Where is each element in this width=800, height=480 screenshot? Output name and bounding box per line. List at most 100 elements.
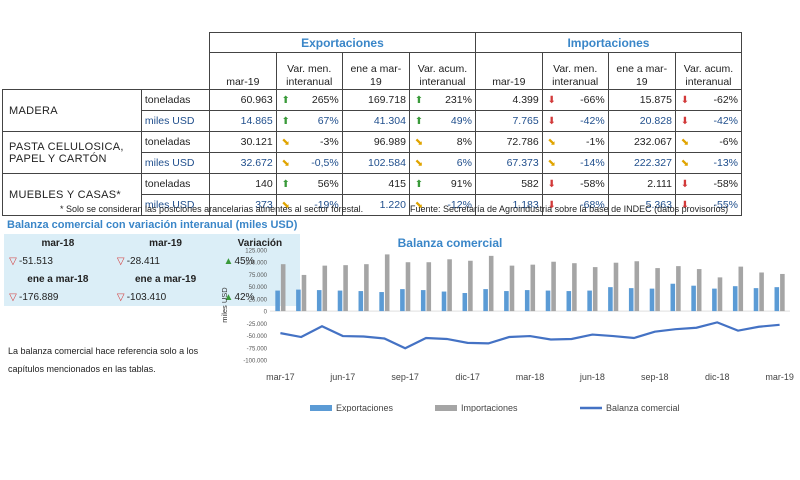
arrow-down-icon: ⬇ — [680, 95, 690, 106]
bar-export — [608, 287, 613, 312]
row-label-line: PAPEL Y CARTÓN — [9, 152, 107, 165]
arrow-down-icon: ⬇ — [547, 95, 556, 106]
x-tick-label: jun-17 — [329, 372, 355, 382]
variation-value: -66% — [580, 94, 605, 106]
table-cell: 232.067 — [607, 131, 676, 153]
legend-swatch — [435, 405, 457, 411]
table-cell: 169.718 — [341, 89, 410, 111]
unit-label: toneladas — [140, 131, 210, 153]
variation-value: 56% — [317, 178, 339, 190]
arrow-down-icon: ⬇ — [547, 200, 556, 211]
variation-value: 6% — [456, 157, 472, 169]
bar-export — [296, 289, 301, 312]
bar-import — [322, 265, 328, 312]
arrow-mid-icon: ⬊ — [547, 137, 556, 148]
row-label-line: MUEBLES Y CASAS* — [9, 188, 121, 201]
arrow-mid-icon: ⬊ — [281, 137, 290, 148]
arrow-mid-icon: ⬊ — [414, 158, 424, 169]
table-cell: 60.963 — [208, 89, 277, 111]
unit-label: miles USD — [140, 110, 210, 132]
column-header: mar-19 — [208, 52, 277, 90]
group-export-header: Exportaciones — [208, 32, 476, 53]
bar-export — [379, 292, 384, 312]
bar-export — [649, 288, 655, 312]
bar-import — [405, 262, 411, 312]
table-cell: 15.875 — [607, 89, 676, 111]
table-cell: ⬆ 265% — [275, 89, 343, 111]
legend-label: Importaciones — [461, 403, 518, 412]
arrow-mid-icon: ⬊ — [281, 158, 290, 169]
balance-note: La balanza comercial hace referencia sol… — [8, 346, 199, 374]
bar-import — [592, 267, 598, 312]
table-cell: ⬇ -66% — [541, 89, 609, 111]
arrow-mid-icon: ⬊ — [414, 200, 424, 211]
bar-import — [738, 266, 744, 312]
y-tick-label: -50.000 — [247, 334, 268, 340]
table-cell: ⬇ -55% — [674, 194, 743, 216]
column-header: Var. men. interanual — [541, 52, 609, 90]
arrow-mid-icon: ⬊ — [680, 158, 690, 169]
table-cell: 72.786 — [474, 131, 543, 153]
variation-value: -3% — [320, 136, 339, 148]
footnote: * Solo se consideran las posiciones aran… — [60, 204, 364, 214]
bar-export — [316, 290, 322, 312]
arrow-down-icon: ⬇ — [680, 200, 690, 211]
arrow-down-icon: ⬇ — [680, 179, 690, 190]
x-tick-label: dic-18 — [705, 372, 730, 382]
bar-export — [566, 291, 572, 312]
table-cell: 67.373 — [474, 152, 543, 174]
variation-value: 49% — [450, 115, 472, 127]
table-cell: 96.989 — [341, 131, 410, 153]
table-cell: ⬆ 231% — [408, 89, 476, 111]
variation-value: -68% — [580, 199, 605, 211]
unit-label: toneladas — [140, 89, 210, 111]
y-tick-label: 0 — [264, 310, 268, 316]
group-import-header: Importaciones — [474, 32, 743, 53]
table-cell: ⬇ -58% — [674, 173, 743, 195]
table-cell: 32.672 — [208, 152, 277, 174]
table-cell: ⬇ -68% — [541, 194, 609, 216]
y-tick-label: 25.000 — [249, 297, 268, 303]
row-label-line: PASTA CELULOSICA, — [9, 140, 124, 153]
arrow-mid-icon: ⬊ — [680, 137, 690, 148]
table-cell: ⬇ -42% — [674, 110, 743, 132]
bar-import — [447, 259, 452, 312]
bar-import — [676, 266, 681, 312]
x-tick-label: mar-17 — [266, 372, 295, 382]
balance-header-mar18: mar-18 — [41, 237, 75, 249]
row-label-2: MUEBLES Y CASAS* — [2, 173, 142, 216]
variation-value: -42% — [713, 115, 738, 127]
variation-value: 8% — [456, 136, 472, 148]
bar-import — [343, 265, 348, 312]
balance-header-period-19: ene a mar-19 — [135, 273, 197, 285]
triangle-down-icon: ▽ — [116, 291, 125, 303]
legend-swatch — [310, 405, 332, 411]
bar-export — [691, 285, 696, 312]
variation-value: -0,5% — [311, 157, 339, 169]
bar-export — [504, 291, 509, 312]
table-cell: ⬊ -13% — [674, 152, 743, 174]
balance-value: -103.410 — [126, 291, 167, 303]
variation-value: -1% — [586, 136, 605, 148]
bar-import — [301, 274, 307, 312]
bar-import — [780, 273, 785, 312]
variation-value: -58% — [713, 178, 738, 190]
bar-export — [670, 283, 676, 312]
y-tick-label: -100.000 — [243, 359, 267, 365]
row-label-1: PASTA CELULOSICA, PAPEL Y CARTÓN — [2, 131, 142, 174]
bar-export — [732, 286, 738, 312]
table-cell: ⬆ 91% — [408, 173, 476, 195]
balance-value: -176.889 — [19, 291, 59, 303]
table-cell: 14.865 — [208, 110, 277, 132]
chart-title: Balanza comercial — [397, 236, 503, 250]
bar-export — [337, 290, 343, 312]
table-cell: 582 — [474, 173, 543, 195]
column-header: Var. acum. interanual — [674, 52, 743, 90]
bar-import — [488, 255, 494, 312]
bar-export — [753, 288, 759, 312]
variation-value: 265% — [311, 94, 339, 106]
table-cell: 222.327 — [607, 152, 676, 174]
x-tick-label: mar-18 — [516, 372, 545, 382]
row-label-0: MADERA — [2, 89, 142, 132]
table-cell: 7.765 — [474, 110, 543, 132]
